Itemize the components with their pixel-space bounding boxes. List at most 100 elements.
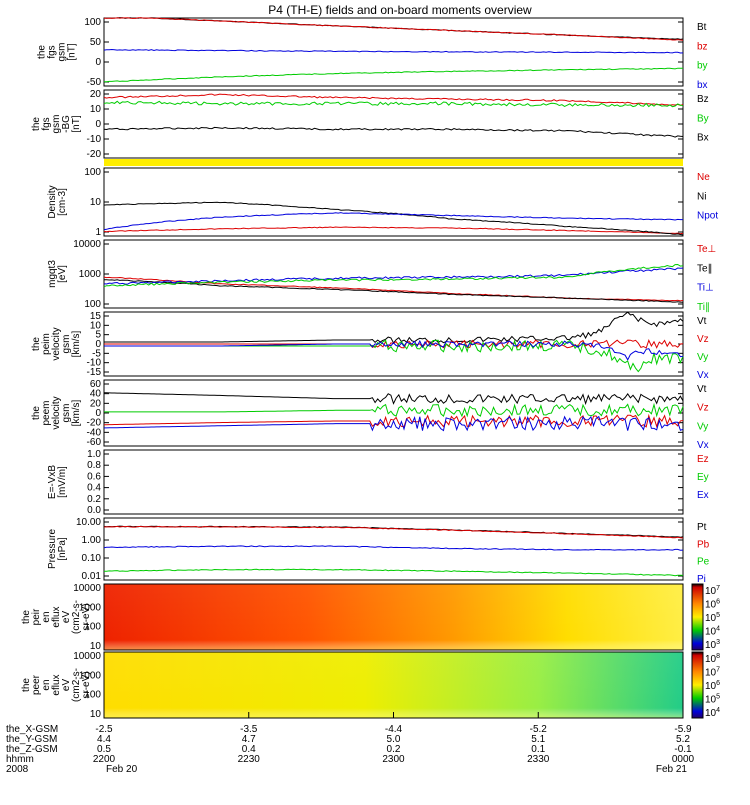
legend-label: bx [697,80,708,91]
y-axis-label-line: Pressure [47,529,58,569]
y-tick-label: 10 [90,709,102,720]
panel-peem_vel: thepeemvelocitygsm[km/s] 6040200-20-40-60… [31,379,708,451]
series-line-Pe [103,568,684,577]
y-axis-label: thefgsgsm[nT] [36,43,77,62]
y-tick-label: -5 [92,348,101,359]
series-group-fgs_gsm [103,17,684,83]
y-tick-label: 0 [95,339,101,350]
legend-label: Bt [697,22,707,33]
y-tick-label: -40 [87,427,102,438]
y-tick-label: 1000 [79,269,102,280]
series-line-by [104,67,683,83]
y-tick-label: -60 [87,437,102,448]
y-axis-label-line: gsm [61,404,72,423]
y-axis-label: thepeimvelocitygsm[km/s] [31,327,82,360]
y-tick-label: 10 [90,641,102,652]
x-row-label: the_Y-GSM [6,734,57,745]
y-tick-label: 50 [90,37,102,48]
panel-frame [103,89,684,159]
y-axis-label-line: en [41,679,52,690]
x-column-value: 5.0 [387,734,401,745]
y-axis-label: mgqt3[eV] [47,260,68,288]
y-tick-label: 100 [84,17,101,28]
legend-label: by [697,61,708,72]
y-tick-label: 10 [90,197,102,208]
y-tick-label: 0 [95,119,101,130]
y-tick-label: 15 [90,311,102,322]
legend-label: Vz [697,403,709,414]
series-group-density [103,201,684,236]
y-axis-label-line: eV [61,611,72,624]
x-axis-table: the_X-GSMthe_Y-GSMthe_Z-GSMhhmm2008-2.54… [6,712,695,775]
panel-frame [103,379,684,447]
colorbar-tick-exponent: 7 [716,667,720,674]
y-axis-label-line: [nPa] [57,537,68,561]
series-line-Pt [103,525,684,538]
x-column-value: Feb 21 [656,764,688,775]
y-axis-label-line: peer [31,674,42,695]
y-tick-label: 5 [95,330,101,341]
x-row-label: 2008 [6,764,29,775]
legend-label: Bz [697,94,709,105]
series-line-Bz [103,93,684,106]
series-line-Ni [103,201,684,236]
colorbar-tick-base: 10 [705,668,717,679]
y-axis-label-line: eV [61,679,72,692]
y-axis-label-line: [km/s] [71,330,82,357]
colorbar-tick-exponent: 7 [716,585,720,592]
y-tick-label: 1.00 [82,535,102,546]
x-column-value: 2300 [382,754,405,765]
legend-label: Ti⊥ [697,283,714,294]
y-tick-label: 0.10 [82,553,102,564]
y-tick-label: 100 [84,622,101,633]
panel-frame [103,167,684,237]
series-line-Pb [103,525,684,539]
colorbar-tick-label: 105 [705,694,720,706]
y-axis-label-line: the [31,406,42,420]
series-group-peem_velocity [104,392,684,432]
colorbar-tick-label: 104 [705,707,720,719]
y-axis-label-line: (cm2-s- [71,600,82,634]
series-line-bx [103,48,684,54]
y-axis-label-line: the [31,337,42,351]
colorbar-tick-base: 10 [705,627,717,638]
colorbar-tick-base: 10 [705,640,717,651]
series-group-fgs_bg [103,93,684,138]
colorbar-tick-exponent: 5 [716,694,720,701]
panel-density: Density[cm-3] 100 10 1 Ne Ni Npot [47,167,719,238]
colorbar-tick-label: 106 [705,680,720,692]
y-axis-label-line: peir [31,608,42,625]
series-line-Vy [104,402,684,418]
legend-label: Te∥ [697,263,713,274]
series-line-Vy [104,339,684,373]
spectrogram-shade [104,584,683,650]
colorbar-tick-label: 106 [705,599,720,611]
y-tick-label: 0.01 [82,571,102,582]
series-line-Bx [103,126,684,138]
panel-fgs_bg: thefgsgsm-BG[nT] 20 10 0 -10 -20 Bz By Bx [31,89,709,166]
x-column-value: 5.2 [676,734,690,745]
y-axis-label-line: the [21,610,32,624]
colorbar-tick-exponent: 4 [716,707,720,714]
y-tick-label: 0 [95,408,101,419]
colorbar-tick-base: 10 [705,681,717,692]
legend-label: Vz [697,334,709,345]
colorbar-tick-exponent: 4 [716,626,720,633]
y-axis-label-line: [nT] [71,115,82,132]
panel-peir_spec: thepeirenefluxeV(cm2-s-sr-eV) 10000 1000 10… [21,583,720,652]
legend-label: Ey [697,472,709,483]
y-axis-label-line: (cm2-s- [71,668,82,702]
y-axis-label-line: [eV] [57,265,68,283]
legend-label: Vx [697,370,709,381]
y-axis-label: thepeirenefluxeV(cm2-s-sr-eV) [21,600,92,634]
series-line-By [103,100,684,108]
y-axis-label-line: gsm [51,115,62,134]
legend-label: Ne [697,172,710,183]
y-axis-label-line: sr-eV) [81,603,92,630]
y-tick-label: -20 [87,149,102,160]
y-tick-label: 0.2 [87,494,101,505]
legend-label: Vy [697,421,708,432]
x-column-value: -2.5 [95,724,113,735]
y-axis-label-line: [cm-3] [57,188,68,216]
series-line-Vx [104,339,684,361]
